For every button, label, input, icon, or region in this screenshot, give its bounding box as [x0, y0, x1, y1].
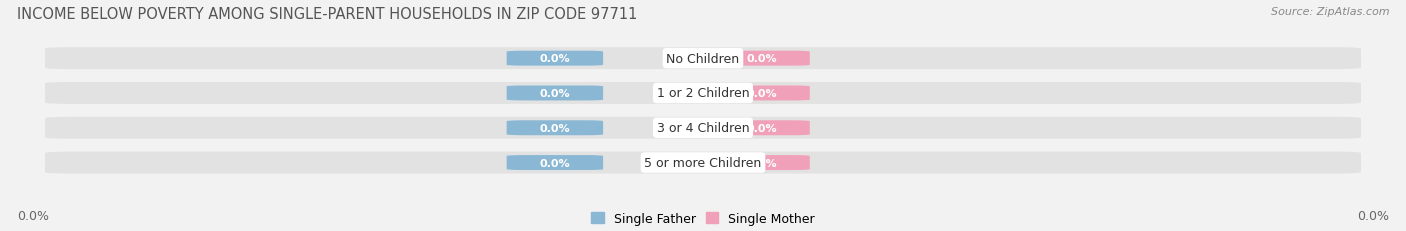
FancyBboxPatch shape [506, 155, 603, 170]
Text: 0.0%: 0.0% [747, 123, 778, 133]
Text: 0.0%: 0.0% [17, 209, 49, 222]
Text: 0.0%: 0.0% [540, 88, 571, 99]
Text: 3 or 4 Children: 3 or 4 Children [657, 122, 749, 135]
Text: INCOME BELOW POVERTY AMONG SINGLE-PARENT HOUSEHOLDS IN ZIP CODE 97711: INCOME BELOW POVERTY AMONG SINGLE-PARENT… [17, 7, 637, 22]
Text: 0.0%: 0.0% [747, 88, 778, 99]
FancyBboxPatch shape [506, 52, 603, 66]
Text: Source: ZipAtlas.com: Source: ZipAtlas.com [1271, 7, 1389, 17]
Text: 0.0%: 0.0% [540, 158, 571, 168]
Text: 0.0%: 0.0% [540, 54, 571, 64]
Text: 1 or 2 Children: 1 or 2 Children [657, 87, 749, 100]
Text: No Children: No Children [666, 52, 740, 65]
FancyBboxPatch shape [45, 83, 1361, 104]
FancyBboxPatch shape [506, 86, 603, 101]
FancyBboxPatch shape [713, 121, 810, 136]
Text: 0.0%: 0.0% [747, 54, 778, 64]
Text: 0.0%: 0.0% [540, 123, 571, 133]
FancyBboxPatch shape [713, 155, 810, 170]
Text: 0.0%: 0.0% [1357, 209, 1389, 222]
FancyBboxPatch shape [506, 121, 603, 136]
Text: 5 or more Children: 5 or more Children [644, 156, 762, 169]
FancyBboxPatch shape [45, 152, 1361, 174]
FancyBboxPatch shape [45, 48, 1361, 70]
FancyBboxPatch shape [713, 86, 810, 101]
Text: 0.0%: 0.0% [747, 158, 778, 168]
FancyBboxPatch shape [713, 52, 810, 66]
FancyBboxPatch shape [45, 117, 1361, 139]
Legend: Single Father, Single Mother: Single Father, Single Mother [591, 212, 815, 225]
